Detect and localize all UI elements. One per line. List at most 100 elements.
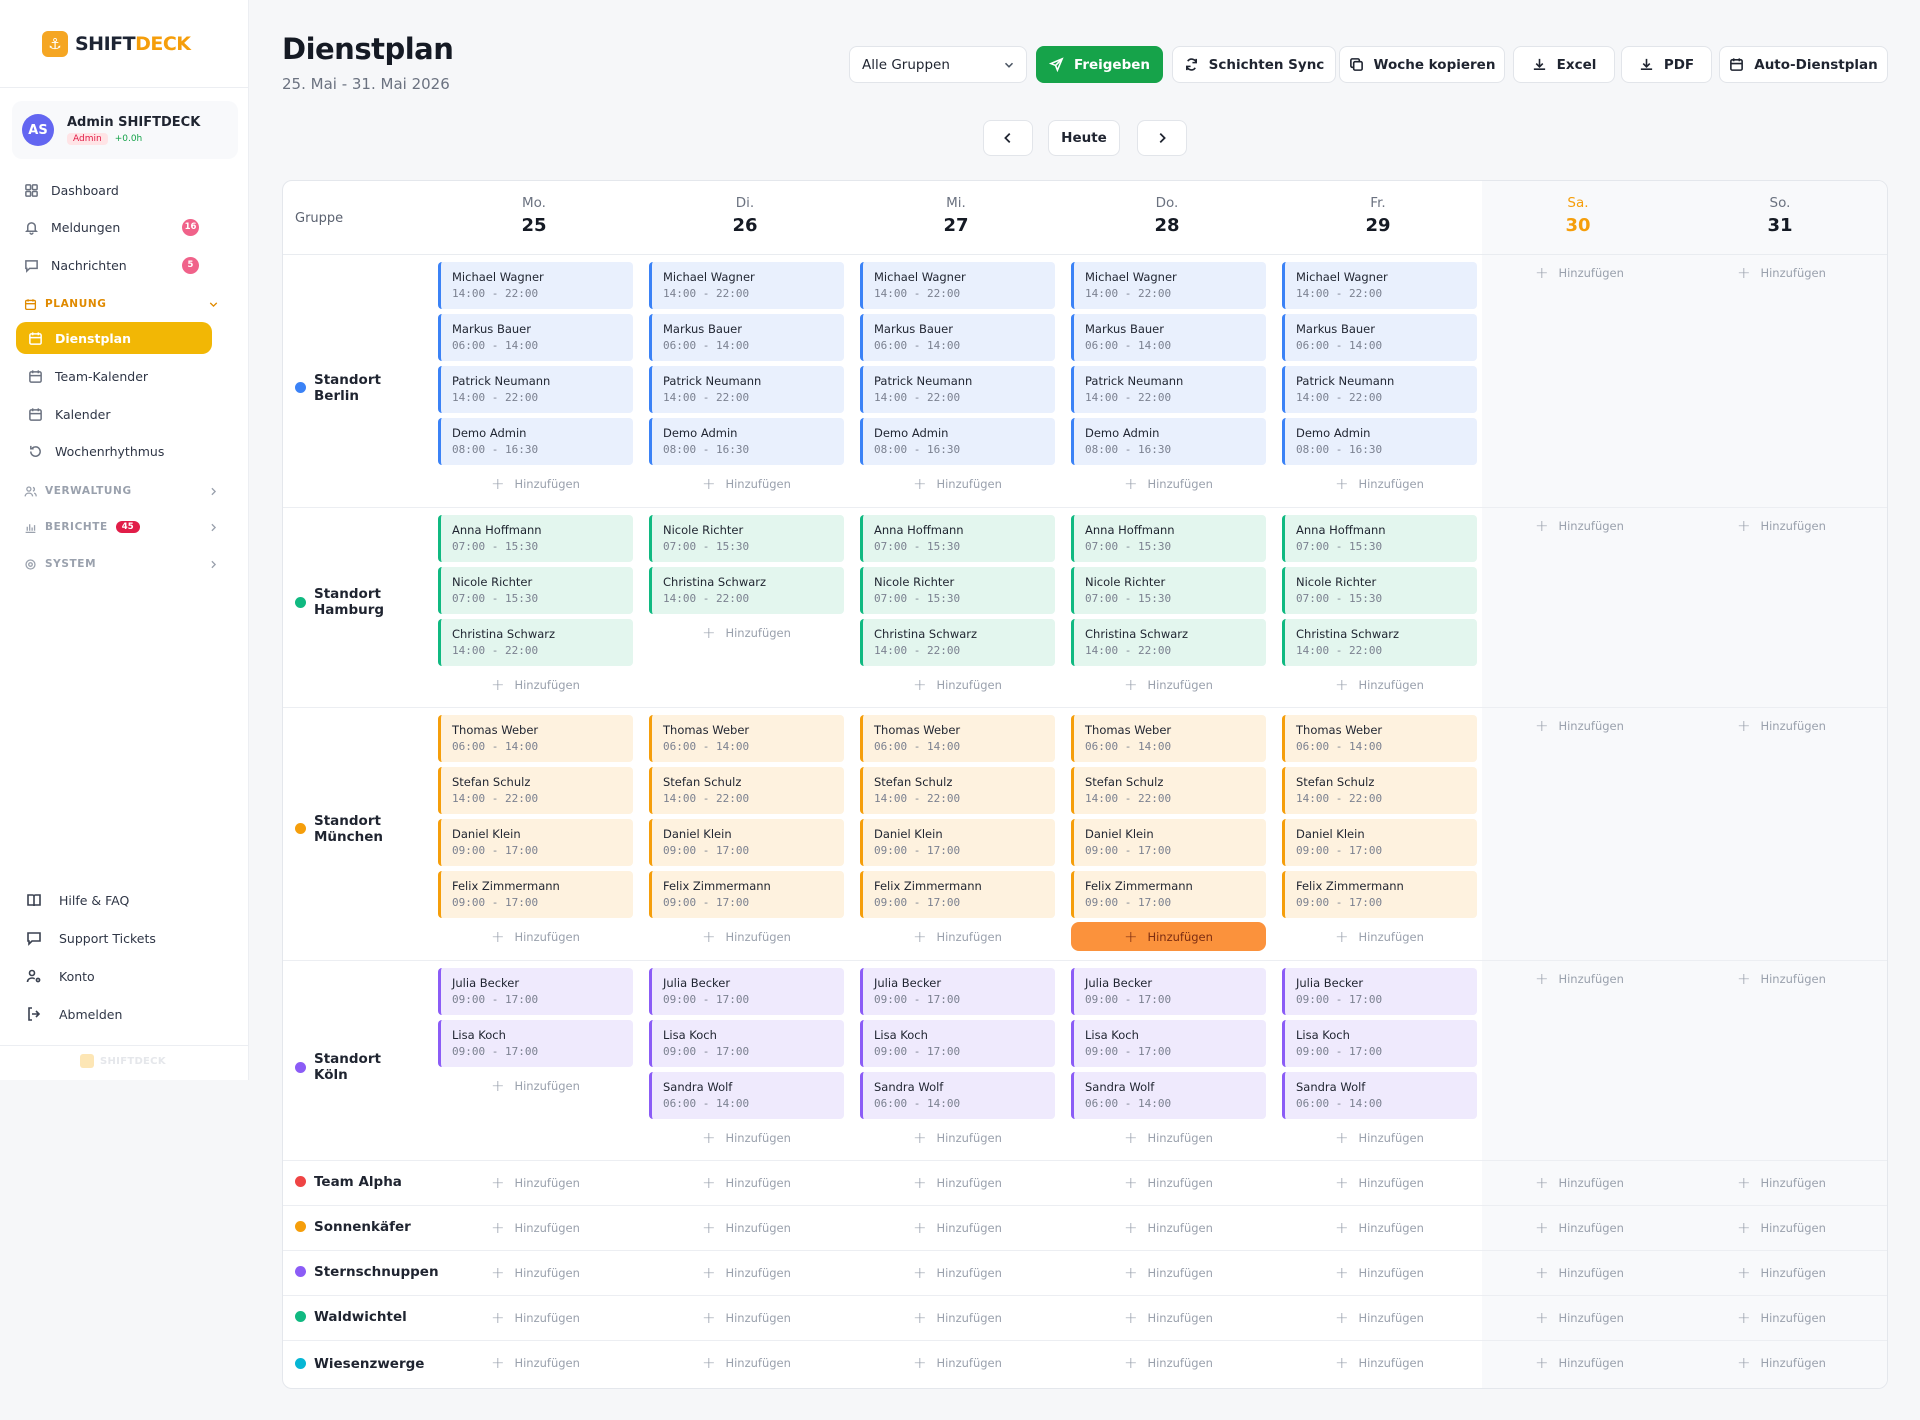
- add-shift-button[interactable]: + Hinzufügen: [1482, 1305, 1677, 1331]
- add-shift-button[interactable]: + Hinzufügen: [438, 924, 633, 950]
- add-shift-button[interactable]: + Hinzufügen: [1282, 471, 1477, 497]
- add-shift-button[interactable]: + Hinzufügen: [1282, 1125, 1477, 1151]
- shift-card[interactable]: Stefan Schulz 14:00 - 22:00: [1071, 767, 1266, 814]
- add-shift-button[interactable]: + Hinzufügen: [1482, 1170, 1677, 1196]
- shift-card[interactable]: Michael Wagner 14:00 - 22:00: [1071, 262, 1266, 309]
- shift-card[interactable]: Stefan Schulz 14:00 - 22:00: [438, 767, 633, 814]
- shift-card[interactable]: Sandra Wolf 06:00 - 14:00: [1282, 1072, 1477, 1119]
- shift-card[interactable]: Christina Schwarz 14:00 - 22:00: [649, 567, 844, 614]
- add-shift-button[interactable]: + Hinzufügen: [1482, 966, 1677, 992]
- add-shift-button[interactable]: + Hinzufügen: [1071, 471, 1266, 497]
- add-shift-button[interactable]: + Hinzufügen: [1482, 513, 1677, 539]
- add-shift-button[interactable]: + Hinzufügen: [1684, 1170, 1879, 1196]
- sidebar-item-abmelden[interactable]: Abmelden: [26, 1000, 122, 1028]
- add-shift-button[interactable]: + Hinzufügen: [438, 1073, 633, 1099]
- excel-export-button[interactable]: Excel: [1513, 46, 1615, 83]
- shift-card[interactable]: Michael Wagner 14:00 - 22:00: [438, 262, 633, 309]
- add-shift-button[interactable]: + Hinzufügen: [1071, 1125, 1266, 1151]
- shift-card[interactable]: Patrick Neumann 14:00 - 22:00: [1282, 366, 1477, 413]
- add-shift-button[interactable]: + Hinzufügen: [860, 672, 1055, 698]
- shift-card[interactable]: Thomas Weber 06:00 - 14:00: [438, 715, 633, 762]
- add-shift-button[interactable]: + Hinzufügen: [438, 672, 633, 698]
- shift-card[interactable]: Thomas Weber 06:00 - 14:00: [1282, 715, 1477, 762]
- add-shift-button[interactable]: + Hinzufügen: [1071, 922, 1266, 951]
- add-shift-button[interactable]: + Hinzufügen: [860, 1260, 1055, 1286]
- add-shift-button[interactable]: + Hinzufügen: [860, 924, 1055, 950]
- group-select[interactable]: Alle Gruppen: [849, 46, 1027, 83]
- sidebar-item-meldungen[interactable]: Meldungen 16: [12, 211, 212, 243]
- add-shift-button[interactable]: + Hinzufügen: [1684, 513, 1879, 539]
- add-shift-button[interactable]: + Hinzufügen: [1482, 1215, 1677, 1241]
- woche-kopieren-button[interactable]: Woche kopieren: [1339, 46, 1505, 83]
- shift-card[interactable]: Patrick Neumann 14:00 - 22:00: [649, 366, 844, 413]
- user-card[interactable]: AS Admin SHIFTDECK Admin +0.0h: [12, 101, 238, 159]
- add-shift-button[interactable]: + Hinzufügen: [438, 471, 633, 497]
- add-shift-button[interactable]: + Hinzufügen: [1684, 966, 1879, 992]
- shift-card[interactable]: Felix Zimmermann 09:00 - 17:00: [1071, 871, 1266, 918]
- add-shift-button[interactable]: + Hinzufügen: [860, 471, 1055, 497]
- add-shift-button[interactable]: + Hinzufügen: [860, 1350, 1055, 1376]
- shift-card[interactable]: Daniel Klein 09:00 - 17:00: [1282, 819, 1477, 866]
- shift-card[interactable]: Sandra Wolf 06:00 - 14:00: [860, 1072, 1055, 1119]
- add-shift-button[interactable]: + Hinzufügen: [860, 1215, 1055, 1241]
- sidebar-item-nachrichten[interactable]: Nachrichten 5: [12, 249, 212, 281]
- pdf-export-button[interactable]: PDF: [1621, 46, 1712, 83]
- shift-card[interactable]: Anna Hoffmann 07:00 - 15:30: [1071, 515, 1266, 562]
- shift-card[interactable]: Demo Admin 08:00 - 16:30: [438, 418, 633, 465]
- add-shift-button[interactable]: + Hinzufügen: [1282, 924, 1477, 950]
- shift-card[interactable]: Nicole Richter 07:00 - 15:30: [860, 567, 1055, 614]
- add-shift-button[interactable]: + Hinzufügen: [438, 1215, 633, 1241]
- add-shift-button[interactable]: + Hinzufügen: [649, 620, 844, 646]
- shift-card[interactable]: Markus Bauer 06:00 - 14:00: [1282, 314, 1477, 361]
- add-shift-button[interactable]: + Hinzufügen: [1071, 1215, 1266, 1241]
- shift-card[interactable]: Stefan Schulz 14:00 - 22:00: [649, 767, 844, 814]
- shift-card[interactable]: Lisa Koch 09:00 - 17:00: [1282, 1020, 1477, 1067]
- add-shift-button[interactable]: + Hinzufügen: [649, 1350, 844, 1376]
- add-shift-button[interactable]: + Hinzufügen: [1071, 1350, 1266, 1376]
- sidebar-item-dashboard[interactable]: Dashboard: [12, 174, 212, 206]
- section-planung[interactable]: PLANUNG: [12, 290, 230, 318]
- shift-card[interactable]: Markus Bauer 06:00 - 14:00: [438, 314, 633, 361]
- freigeben-button[interactable]: Freigeben: [1036, 46, 1163, 83]
- shift-card[interactable]: Demo Admin 08:00 - 16:30: [1071, 418, 1266, 465]
- shift-card[interactable]: Lisa Koch 09:00 - 17:00: [649, 1020, 844, 1067]
- add-shift-button[interactable]: + Hinzufügen: [1071, 1170, 1266, 1196]
- add-shift-button[interactable]: + Hinzufügen: [1684, 1260, 1879, 1286]
- shift-card[interactable]: Markus Bauer 06:00 - 14:00: [649, 314, 844, 361]
- add-shift-button[interactable]: + Hinzufügen: [1684, 713, 1879, 739]
- shift-card[interactable]: Sandra Wolf 06:00 - 14:00: [1071, 1072, 1266, 1119]
- add-shift-button[interactable]: + Hinzufügen: [1684, 260, 1879, 286]
- add-shift-button[interactable]: + Hinzufügen: [1684, 1305, 1879, 1331]
- shift-card[interactable]: Thomas Weber 06:00 - 14:00: [1071, 715, 1266, 762]
- add-shift-button[interactable]: + Hinzufügen: [1684, 1215, 1879, 1241]
- add-shift-button[interactable]: + Hinzufügen: [1282, 672, 1477, 698]
- shift-card[interactable]: Stefan Schulz 14:00 - 22:00: [860, 767, 1055, 814]
- add-shift-button[interactable]: + Hinzufügen: [1482, 260, 1677, 286]
- add-shift-button[interactable]: + Hinzufügen: [438, 1260, 633, 1286]
- add-shift-button[interactable]: + Hinzufügen: [860, 1125, 1055, 1151]
- section-verwaltung[interactable]: VERWALTUNG: [12, 477, 230, 505]
- shift-card[interactable]: Daniel Klein 09:00 - 17:00: [438, 819, 633, 866]
- next-week-button[interactable]: [1137, 120, 1187, 156]
- add-shift-button[interactable]: + Hinzufügen: [649, 924, 844, 950]
- shift-card[interactable]: Markus Bauer 06:00 - 14:00: [1071, 314, 1266, 361]
- add-shift-button[interactable]: + Hinzufügen: [1282, 1215, 1477, 1241]
- prev-week-button[interactable]: [983, 120, 1033, 156]
- add-shift-button[interactable]: + Hinzufügen: [649, 1170, 844, 1196]
- add-shift-button[interactable]: + Hinzufügen: [1482, 713, 1677, 739]
- shift-card[interactable]: Julia Becker 09:00 - 17:00: [649, 968, 844, 1015]
- shift-card[interactable]: Felix Zimmermann 09:00 - 17:00: [1282, 871, 1477, 918]
- add-shift-button[interactable]: + Hinzufügen: [649, 1260, 844, 1286]
- shift-card[interactable]: Patrick Neumann 14:00 - 22:00: [860, 366, 1055, 413]
- add-shift-button[interactable]: + Hinzufügen: [438, 1350, 633, 1376]
- schichten-sync-button[interactable]: Schichten Sync: [1172, 46, 1336, 83]
- shift-card[interactable]: Julia Becker 09:00 - 17:00: [860, 968, 1055, 1015]
- add-shift-button[interactable]: + Hinzufügen: [1282, 1260, 1477, 1286]
- shift-card[interactable]: Demo Admin 08:00 - 16:30: [860, 418, 1055, 465]
- shift-card[interactable]: Christina Schwarz 14:00 - 22:00: [438, 619, 633, 666]
- sidebar-item-dienstplan[interactable]: Dienstplan: [16, 322, 212, 354]
- shift-card[interactable]: Felix Zimmermann 09:00 - 17:00: [860, 871, 1055, 918]
- shift-card[interactable]: Nicole Richter 07:00 - 15:30: [438, 567, 633, 614]
- shift-card[interactable]: Anna Hoffmann 07:00 - 15:30: [438, 515, 633, 562]
- sidebar-item-wochenrhythmus[interactable]: Wochenrhythmus: [16, 435, 212, 467]
